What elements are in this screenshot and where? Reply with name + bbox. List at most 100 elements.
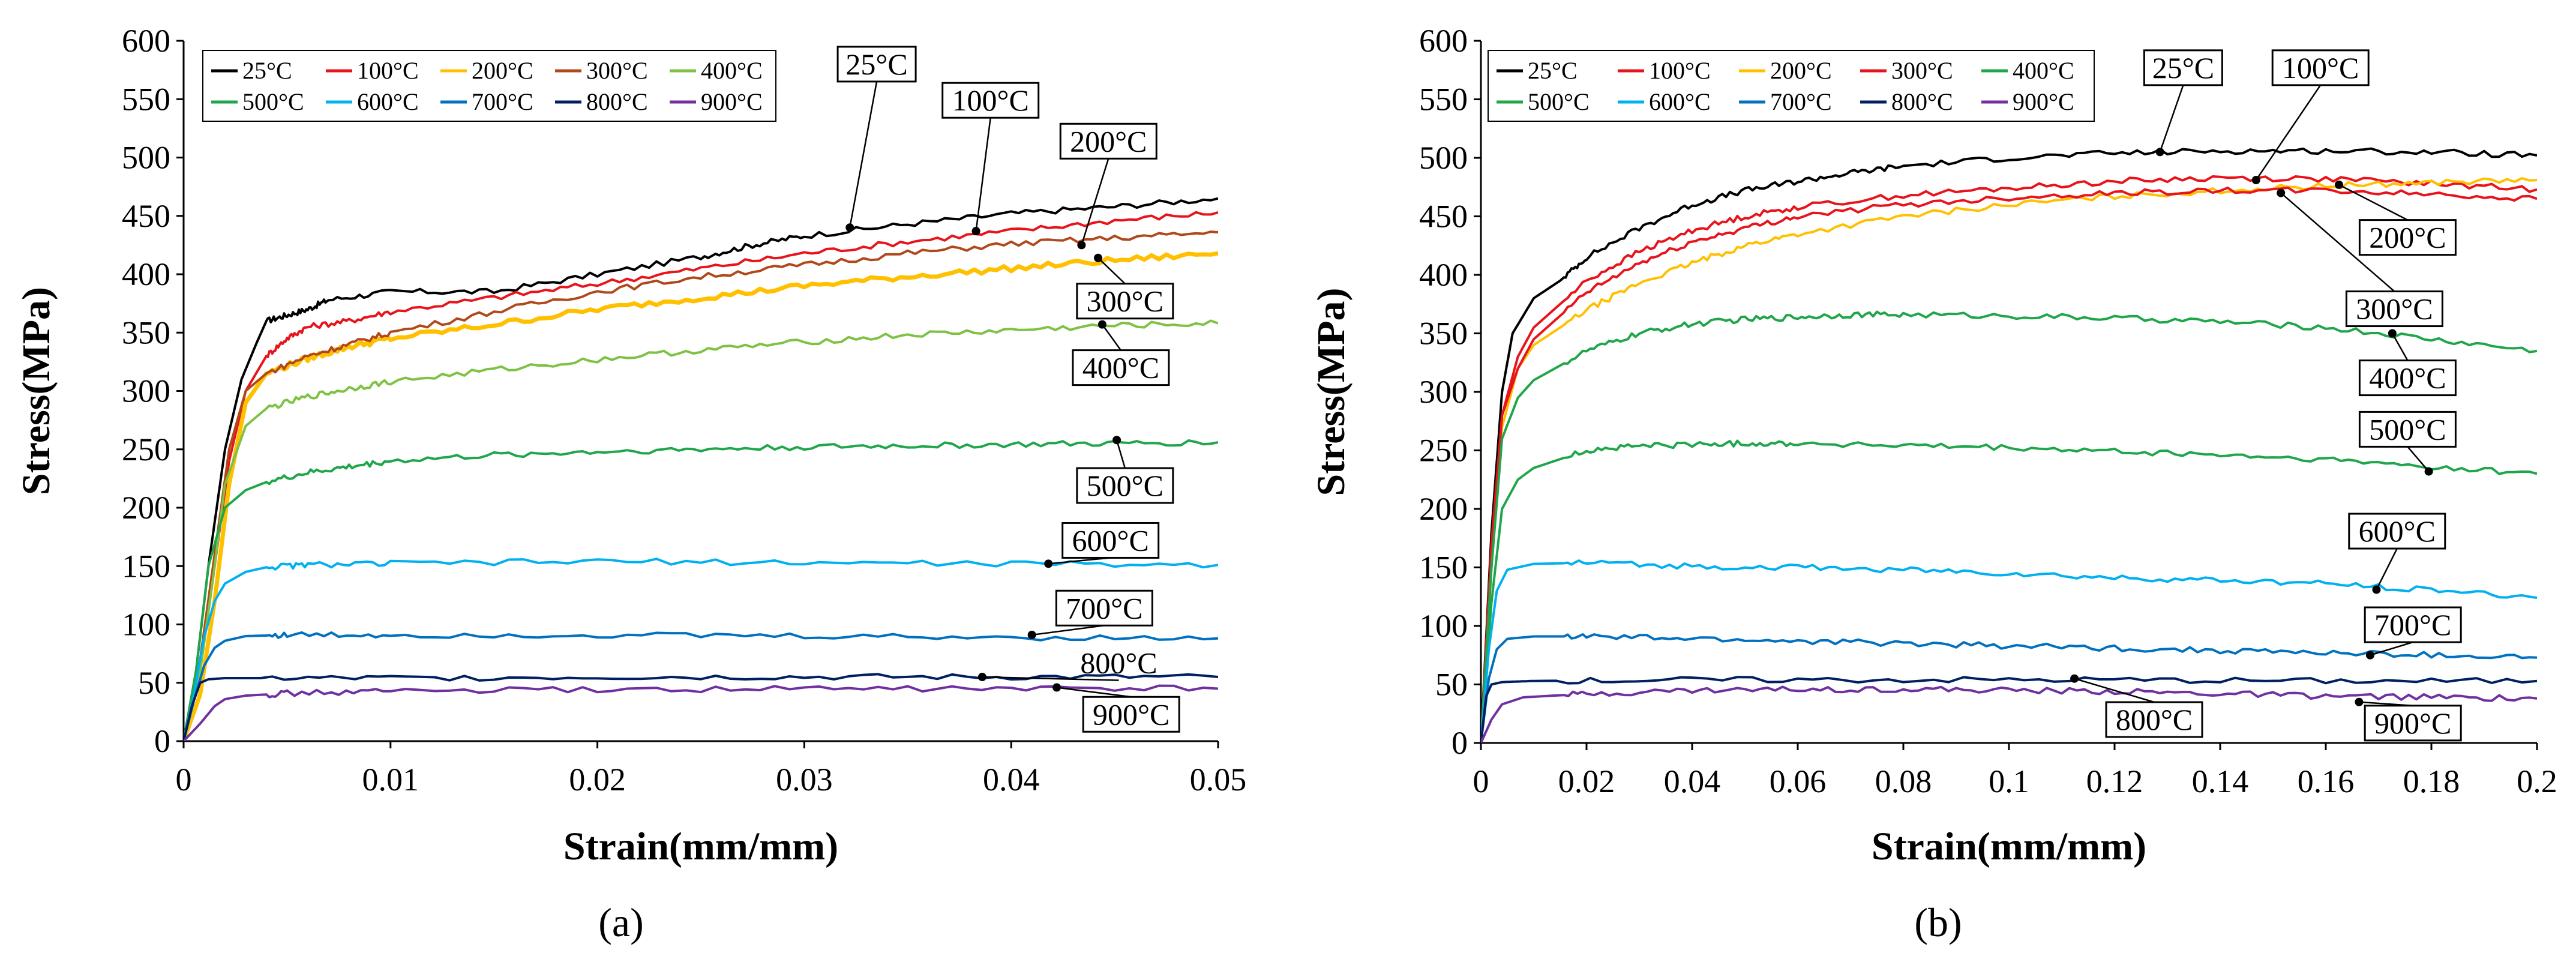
panel-b-annotation-dot-600-C (2372, 585, 2381, 594)
panel-a-legend-label-100-C: 100°C (357, 57, 419, 84)
panel-b-x-tick-label: 0 (1473, 763, 1489, 799)
panel-a-series-line-300-C (184, 230, 1218, 741)
panel-a-series-line-700-C (184, 631, 1218, 741)
panel-a-legend-label-800-C: 800°C (586, 88, 648, 115)
panel-b-annotation-leader-600-C (2376, 548, 2398, 591)
panel-a-legend-label-500-C: 500°C (242, 88, 304, 115)
panel-a-annotation-box-700-C (1055, 589, 1153, 627)
panel-a-x-axis-title: Strain(mm/mm) (563, 825, 838, 868)
panel-a-chart: 0 50 100 150 200 250 300 350 400 450 500 550 600 0 0.0… (14, 23, 1246, 945)
panel-b-x-tick-label: 0.02 (1558, 763, 1615, 799)
panel-b-annotation-box-100-C (2271, 49, 2370, 86)
panel-b-series-line-700-C (1481, 633, 2537, 743)
panel-a-annotation-box-300-C (1076, 283, 1174, 320)
panel-a-annotation-label-800-C: 800°C (1080, 646, 1157, 680)
panel-a-y-tick-label: 150 (122, 548, 170, 584)
panel-b-series-line-500-C (1481, 439, 2537, 743)
panel-a-annotation-dot-800-C (977, 673, 986, 682)
panel-b-annotation-box-800-C (2105, 701, 2203, 738)
panel-b-annotation-dot-100-C (2251, 176, 2260, 185)
panel-b-x-tick-label: 0.08 (1875, 763, 1932, 799)
panel-a-y-tick-label: 0 (154, 723, 170, 759)
panel-a-annotation-label-400-C: 400°C (1082, 351, 1159, 385)
panel-b-annotation-box-600-C (2348, 513, 2446, 550)
panel-a-annotation-label-500-C: 500°C (1087, 469, 1163, 502)
panel-b-annotation-label-700-C: 700°C (2374, 608, 2451, 642)
panel-b-annotation-dot-25-C (2155, 148, 2164, 157)
panel-a-annotation-leader-900-C (1056, 687, 1132, 698)
panel-b-legend-label-100-C: 100°C (1649, 57, 1711, 84)
panel-b-legend-box (1488, 50, 2095, 122)
panel-b-y-tick-label: 500 (1419, 140, 1468, 176)
panel-a-legend-label-600-C: 600°C (357, 88, 419, 115)
panel-b-x-axis-title: Strain(mm/mm) (1872, 825, 2146, 868)
panel-a-annotation-box-25-C (836, 46, 917, 83)
panel-a-y-axis-title: Stress(MPa) (14, 287, 58, 495)
panel-b-y-tick-label: 600 (1419, 23, 1468, 59)
panel-a-x-tick-label: 0.02 (569, 762, 626, 798)
panel-b-y-axis-title: Stress(MPa) (1309, 287, 1353, 496)
panel-b-x-tick-label: 0.12 (2086, 763, 2143, 799)
panel-a-annotation-box-400-C (1072, 349, 1170, 386)
panel-b-annotation-dot-800-C (2070, 674, 2079, 683)
panel-a-series-line-400-C (184, 319, 1218, 741)
panel-a-annotation-leader-600-C (1048, 557, 1111, 565)
panel-b-annotation-leader-700-C (2370, 641, 2413, 656)
panel-a-annotation-leader-300-C (1097, 257, 1126, 284)
panel-b-x-tick-label: 0.18 (2403, 763, 2460, 799)
panel-a-series-line-600-C (184, 558, 1218, 741)
panel-b-annotation-label-25-C: 25°C (2152, 51, 2214, 85)
panel-b-annotation-dot-700-C (2365, 651, 2374, 660)
panel-a-series-line-500-C (184, 439, 1218, 741)
panel-a-x-tick-label: 0.03 (776, 762, 833, 798)
panel-b-y-tick-label: 400 (1419, 257, 1468, 293)
panel-b-annotation-box-400-C (2358, 359, 2457, 397)
panel-b-annotation-dot-300-C (2277, 188, 2286, 197)
panel-b-y-tick-label: 350 (1419, 316, 1468, 352)
panel-b-annotation-label-100-C: 100°C (2282, 51, 2359, 85)
panel-a-x-tick-label: 0 (176, 762, 192, 798)
panel-a-annotation-dot-600-C (1044, 559, 1053, 568)
panel-b-x-tick-label: 0.1 (1989, 763, 2029, 799)
panel-a-series-line-800-C (184, 673, 1218, 741)
panel-a-annotation-label-100-C: 100°C (952, 83, 1029, 117)
panel-a-y-tick-label: 600 (122, 23, 170, 59)
panel-b-legend-label-800-C: 800°C (1891, 88, 1953, 115)
panel-a-y-tick-label: 100 (122, 607, 170, 643)
panel-b-y-tick-label: 0 (1452, 725, 1468, 761)
panel-b-series-line-800-C (1481, 676, 2537, 743)
panel-b-annotation-dot-200-C (2335, 180, 2343, 189)
panel-a-annotation-box-900-C (1082, 696, 1180, 733)
panel-b-annotation-dot-400-C (2388, 329, 2397, 338)
panel-b-annotation-box-200-C (2358, 219, 2457, 256)
panel-a-x-tick-label: 0.01 (362, 762, 419, 798)
panel-b-legend-label-300-C: 300°C (1891, 57, 1953, 84)
panel-a-series-line-100-C (184, 211, 1218, 741)
panel-a-y-tick-label: 50 (138, 665, 170, 701)
panel-b-annotation-label-300-C: 300°C (2356, 292, 2433, 326)
panel-b-legend-label-400-C: 400°C (2013, 57, 2074, 84)
panel-a-x-tick-label: 0.05 (1190, 762, 1247, 798)
panel-b-x-tick-label: 0.16 (2298, 763, 2355, 799)
panel-a-annotation-leader-800-C (982, 676, 1119, 681)
panel-b-annotation-label-900-C: 900°C (2374, 706, 2451, 740)
panel-b-series-line-600-C (1481, 559, 2537, 743)
panel-a-annotation-label-700-C: 700°C (1066, 591, 1142, 625)
panel-b-annotation-box-25-C (2143, 49, 2223, 86)
panel-b-legend-label-200-C: 200°C (1770, 57, 1832, 84)
panel-b-annotation-leader-200-C (2338, 184, 2408, 221)
panel-a-series-line-900-C (184, 684, 1218, 741)
panel-b-y-tick-label: 550 (1419, 82, 1468, 118)
panel-b-series-line-200-C (1481, 177, 2537, 743)
panel-a-annotation-dot-400-C (1097, 320, 1106, 329)
panel-b-series-line-300-C (1481, 186, 2537, 743)
panel-a-annotation-box-600-C (1061, 522, 1160, 559)
panel-b-annotation-leader-400-C (2391, 332, 2409, 361)
panel-b-x-tick-label: 0.04 (1664, 763, 1721, 799)
panel-b-annotation-leader-500-C (2407, 446, 2430, 472)
panel-a-annotation-leader-200-C (1081, 158, 1109, 245)
panel-a-y-tick-label: 300 (122, 373, 170, 409)
panel-a-y-tick-label: 550 (122, 81, 170, 117)
panel-b-annotation-box-700-C (2364, 606, 2462, 643)
panel-b-legend-label-700-C: 700°C (1770, 88, 1832, 115)
